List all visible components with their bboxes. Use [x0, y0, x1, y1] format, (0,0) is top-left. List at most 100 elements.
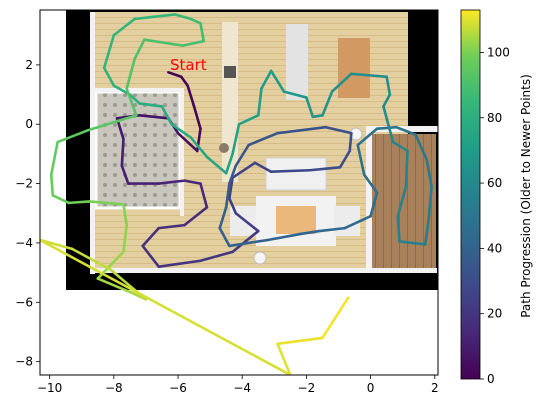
path-segment [234, 143, 250, 168]
path-segment [176, 131, 199, 153]
path-segment [266, 232, 302, 242]
path-segment [224, 182, 231, 209]
path-segment [189, 17, 202, 25]
path-segment [234, 211, 260, 233]
y-tick-label: −8 [15, 355, 33, 369]
y-tick-label: −4 [15, 236, 33, 250]
path-segment [305, 96, 315, 119]
path-segment [348, 131, 353, 153]
path-segment [192, 105, 202, 130]
path-segment [231, 229, 260, 254]
colorbar-tick-label: 40 [487, 241, 502, 255]
path-segment [189, 136, 209, 159]
path-segment [427, 185, 433, 224]
path-segment [88, 200, 125, 206]
path-segment [311, 114, 324, 119]
path-segment [256, 87, 263, 117]
y-tick-label: −6 [15, 295, 33, 309]
path-segment [70, 247, 112, 271]
path-segment [102, 66, 116, 87]
path-segment [228, 238, 270, 248]
path-segment [181, 39, 205, 47]
path-segment [385, 75, 392, 96]
path-segment [125, 57, 136, 90]
colorbar-tick-label: 100 [487, 45, 510, 59]
path-segment [112, 17, 136, 37]
colorbar-tick-label: 0 [487, 372, 495, 386]
path-segment [49, 140, 59, 176]
path-segment [414, 133, 429, 162]
path-segment [231, 161, 257, 179]
path-segment [56, 128, 90, 144]
path-segment [141, 226, 161, 248]
path-segment [179, 75, 189, 87]
path-segment [308, 165, 342, 172]
path-segment [128, 93, 141, 105]
path-segment [218, 226, 231, 248]
path-segment [382, 105, 395, 144]
path-segment [382, 93, 392, 108]
path-segment [237, 114, 260, 126]
path-segment [404, 149, 409, 188]
path-segment [133, 13, 177, 21]
path-segment [199, 22, 205, 43]
colorbar-ticks: 0 20 40 60 80 100 [480, 45, 510, 386]
path-segment [224, 152, 234, 175]
colorbar-tick-label: 80 [487, 111, 502, 125]
path-segment [96, 277, 135, 295]
path-segment [120, 164, 130, 185]
path-segment [157, 223, 186, 230]
x-tick-label: −4 [233, 381, 251, 395]
path-segment [160, 105, 173, 126]
path-segment [228, 197, 238, 215]
path-segment [157, 259, 202, 268]
path-segment [141, 244, 161, 268]
path-segment [330, 72, 353, 93]
y-tick-label: −2 [15, 177, 33, 191]
path-segment [350, 72, 388, 79]
path-segment [231, 122, 241, 156]
trajectory-path [40, 13, 433, 375]
path-segment [183, 206, 209, 227]
y-axis: −8 −6 −4 −2 0 2 [15, 58, 40, 369]
path-segment [173, 13, 193, 21]
path-segment [396, 214, 401, 243]
path-segment [362, 173, 379, 194]
path-segment [338, 149, 352, 169]
path-segment [199, 250, 234, 263]
path-segment [396, 185, 408, 218]
y-tick-label: 0 [25, 117, 33, 131]
path-segment [125, 87, 138, 117]
path-segment [356, 127, 379, 147]
path-segment [170, 122, 193, 139]
path-segment [317, 226, 347, 233]
path-segment [49, 173, 55, 197]
path-segment [167, 71, 183, 79]
y-tick-label: 2 [25, 58, 33, 72]
path-segment [398, 240, 427, 246]
path-segment [324, 125, 353, 135]
x-axis: −10 −8 −6 −4 −2 0 2 [37, 375, 439, 395]
path-segment [186, 84, 196, 108]
path-segment [394, 125, 417, 136]
path-segment [321, 90, 334, 117]
path-segment [391, 140, 409, 153]
path-segment [51, 194, 71, 205]
path-segment [369, 191, 379, 218]
path-segment [425, 158, 433, 188]
path-segment [321, 296, 350, 340]
start-annotation: Start [170, 56, 207, 74]
path-segment [228, 164, 238, 185]
path-segment [183, 179, 202, 185]
x-tick-label: 2 [431, 381, 439, 395]
path-segment [247, 131, 279, 147]
path-segment [282, 90, 308, 99]
path-segment [205, 155, 228, 175]
path-segment [298, 229, 321, 236]
path-segment [86, 114, 138, 132]
path-segment [269, 69, 286, 93]
path-segment [343, 214, 372, 230]
path-segment [143, 38, 185, 47]
path-segment [102, 33, 116, 70]
